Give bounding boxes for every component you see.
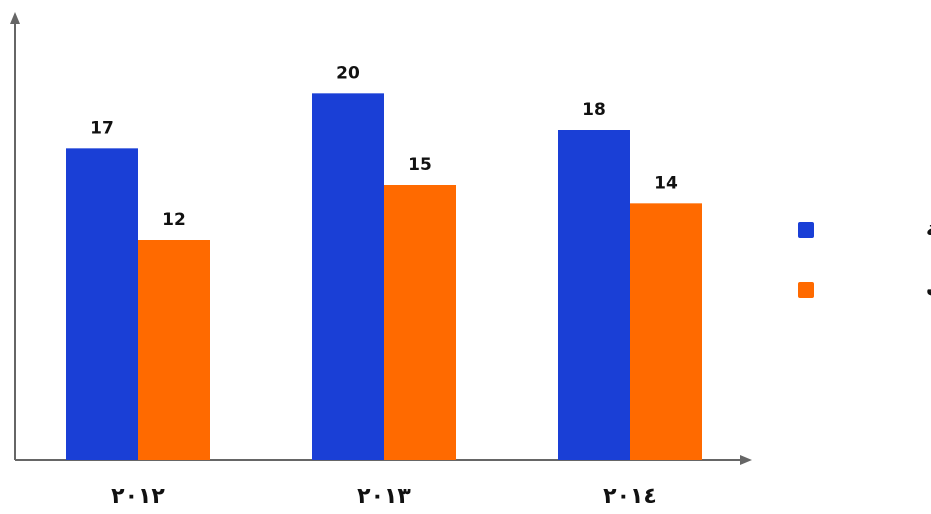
x-tick-label: ٢٠١٤ — [603, 484, 657, 509]
bar — [630, 203, 702, 460]
bar — [138, 240, 210, 460]
y-axis-arrow — [10, 12, 20, 24]
bar — [66, 148, 138, 460]
chart: ٢٠١٢ 17 12 ٢٠١٣ 20 15 ٢٠١٤ 18 14 السعودية الإمارات — [0, 0, 931, 514]
legend-swatch — [798, 222, 814, 238]
legend-label: الإمارات — [926, 277, 931, 301]
x-axis-arrow — [740, 455, 752, 465]
value-label: 17 — [90, 118, 114, 138]
legend-label: السعودية — [926, 217, 931, 241]
value-label: 20 — [336, 63, 360, 83]
bar — [384, 185, 456, 460]
bar — [312, 93, 384, 460]
value-label: 18 — [582, 100, 606, 120]
x-tick-label: ٢٠١٢ — [111, 484, 165, 509]
bar — [558, 130, 630, 460]
value-label: 14 — [654, 173, 678, 193]
x-tick-label: ٢٠١٣ — [357, 484, 411, 509]
value-label: 15 — [408, 155, 432, 175]
value-label: 12 — [162, 210, 186, 230]
legend-swatch — [798, 282, 814, 298]
